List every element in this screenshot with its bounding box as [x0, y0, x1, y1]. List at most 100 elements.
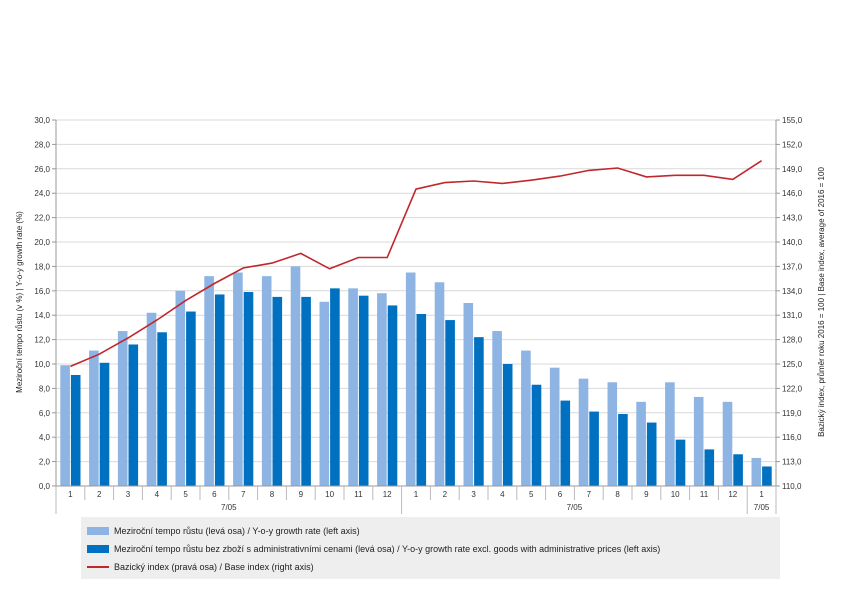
- legend-swatch-growth-rate-excl-admin: [87, 545, 109, 553]
- x-tick-label: 7: [587, 490, 592, 499]
- left-tick-label: 8,0: [39, 384, 51, 393]
- x-tick-label: 10: [671, 490, 680, 499]
- x-tick-label: 11: [354, 490, 363, 499]
- right-tick-label: 140,0: [782, 238, 803, 247]
- x-tick-label: 11: [700, 490, 709, 499]
- bars: [60, 266, 772, 486]
- bar-growth-rate: [463, 303, 474, 486]
- bar-growth-rate: [204, 276, 214, 486]
- left-tick-label: 26,0: [34, 165, 50, 174]
- bar-growth-rate-excl-admin: [387, 305, 398, 486]
- x-tick-label: 1: [414, 490, 419, 499]
- left-tick-label: 2,0: [39, 458, 51, 467]
- bar-growth-rate-excl-admin: [70, 374, 81, 486]
- left-tick-label: 20,0: [34, 238, 50, 247]
- right-tick-label: 122,0: [782, 384, 803, 393]
- bar-growth-rate: [636, 401, 646, 486]
- bar-growth-rate-excl-admin: [589, 411, 599, 486]
- bar-growth-rate-excl-admin: [416, 313, 427, 486]
- bar-growth-rate-excl-admin: [762, 466, 772, 486]
- bar-growth-rate: [89, 350, 99, 486]
- right-tick-label: 116,0: [782, 433, 802, 442]
- x-tick-label: 5: [183, 490, 188, 499]
- right-tick-label: 125,0: [782, 360, 803, 369]
- bar-growth-rate: [492, 331, 502, 486]
- right-tick-label: 149,0: [782, 165, 803, 174]
- bar-growth-rate-excl-admin: [157, 332, 167, 486]
- bar-growth-rate-excl-admin: [214, 294, 225, 486]
- x-tick-label: 6: [212, 490, 217, 499]
- right-tick-label: 137,0: [782, 262, 803, 271]
- bar-growth-rate: [175, 290, 186, 486]
- left-tick-label: 4,0: [39, 433, 51, 442]
- x-tick-label: 5: [529, 490, 534, 499]
- x-tick-label: 8: [270, 490, 275, 499]
- bar-growth-rate: [578, 378, 589, 486]
- left-tick-label: 12,0: [34, 336, 50, 345]
- bar-growth-rate-excl-admin: [704, 449, 715, 486]
- bar-growth-rate: [549, 367, 560, 486]
- left-tick-label: 18,0: [34, 262, 50, 271]
- left-tick-label: 0,0: [39, 482, 51, 491]
- left-tick-label: 6,0: [39, 409, 51, 418]
- bar-growth-rate-excl-admin: [243, 292, 254, 486]
- bar-growth-rate: [693, 396, 704, 486]
- bar-growth-rate-excl-admin: [502, 364, 513, 486]
- bar-growth-rate-excl-admin: [474, 337, 484, 486]
- x-tick-label: 8: [615, 490, 620, 499]
- x-tick-label: 6: [558, 490, 563, 499]
- bar-growth-rate: [290, 266, 301, 486]
- bar-growth-rate-excl-admin: [99, 362, 110, 486]
- right-tick-label: 110,0: [782, 482, 802, 491]
- left-y-ticks: 0,0 2,0 4,0 6,0 8,0 10,0 12,0 14,0 16,0 18,0 20,0 2…: [34, 116, 56, 491]
- bar-growth-rate-excl-admin: [445, 320, 455, 486]
- legend-item-growth-rate: Meziroční tempo růstu (levá osa) / Y-o-y…: [87, 524, 360, 538]
- right-tick-label: 146,0: [782, 189, 803, 198]
- bar-growth-rate-excl-admin: [186, 311, 196, 486]
- x-tick-label: 10: [325, 490, 334, 499]
- bar-growth-rate-excl-admin: [560, 400, 571, 486]
- bar-growth-rate: [117, 331, 128, 486]
- bar-growth-rate: [348, 288, 358, 486]
- left-axis-title: Meziroční tempo růstu (v %) | Y-o-y grow…: [15, 211, 24, 393]
- bar-growth-rate: [319, 301, 330, 486]
- bar-growth-rate: [665, 382, 675, 486]
- bar-growth-rate-excl-admin: [330, 288, 340, 486]
- bar-growth-rate-excl-admin: [733, 454, 743, 486]
- legend-label-growth-rate-excl-admin: Meziroční tempo růstu bez zboží s admini…: [114, 544, 661, 554]
- left-tick-label: 10,0: [34, 360, 50, 369]
- bar-growth-rate: [434, 282, 445, 486]
- bar-growth-rate-excl-admin: [646, 422, 657, 486]
- bar-growth-rate: [521, 350, 531, 486]
- legend-item-growth-rate-excl-admin: Meziroční tempo růstu bez zboží s admini…: [87, 542, 660, 556]
- x-tick-label: 3: [471, 490, 476, 499]
- legend-label-base-index: Bazický index (pravá osa) / Base index (…: [114, 562, 314, 572]
- axes: [55, 120, 777, 487]
- bar-growth-rate-excl-admin: [618, 414, 628, 486]
- bar-growth-rate: [405, 272, 416, 486]
- bar-growth-rate-excl-admin: [358, 295, 369, 486]
- left-tick-label: 14,0: [34, 311, 50, 320]
- legend-swatch-base-index: [87, 566, 109, 568]
- x-group-label: 7/05: [754, 503, 770, 512]
- bar-growth-rate: [607, 382, 618, 486]
- bar-growth-rate-excl-admin: [675, 439, 686, 486]
- bar-growth-rate-excl-admin: [531, 384, 542, 486]
- left-tick-label: 16,0: [34, 287, 50, 296]
- x-tick-label: 2: [97, 490, 102, 499]
- legend-swatch-growth-rate: [87, 527, 109, 535]
- x-tick-label: 9: [644, 490, 649, 499]
- left-tick-label: 24,0: [34, 189, 50, 198]
- base-index-line: [70, 160, 763, 368]
- left-tick-label: 30,0: [34, 116, 50, 125]
- x-tick-label: 7: [241, 490, 246, 499]
- legend: Meziroční tempo růstu (levá osa) / Y-o-y…: [81, 517, 780, 579]
- x-ticks: 1 2 3 4 5 6 7 8 9 10 11 12 1 2 3 4 5 6 7 8 9 10 11 12 17/05 7/05 7…: [55, 486, 777, 514]
- base-index-line-group: [70, 160, 763, 368]
- x-tick-label: 9: [299, 490, 304, 499]
- right-tick-label: 131,0: [782, 311, 803, 320]
- right-tick-label: 134,0: [782, 287, 803, 296]
- bar-growth-rate-excl-admin: [128, 344, 139, 486]
- left-tick-label: 28,0: [34, 140, 50, 149]
